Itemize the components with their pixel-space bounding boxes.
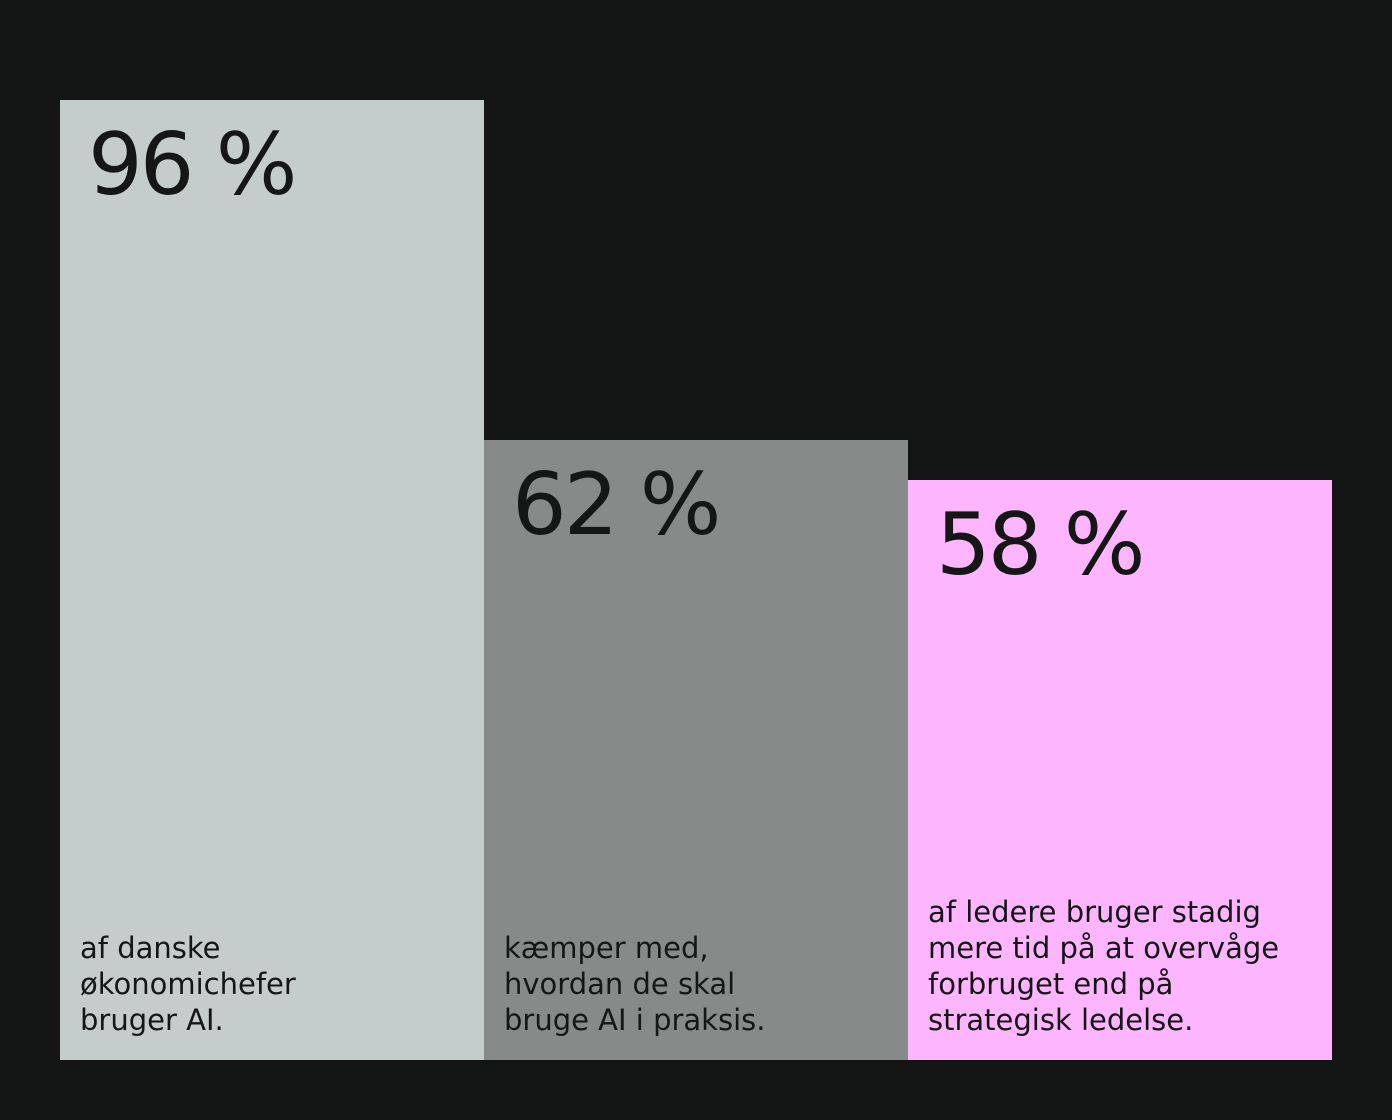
bar-caption-line: forbruget end på [928, 967, 1174, 1001]
bar-caption-line: af danske [80, 931, 221, 965]
bar-caption-line: hvordan de skal [504, 967, 736, 1001]
bar-1: 96 % af danske økonomichefer bruger AI. [60, 100, 484, 1060]
bar-caption-line: af ledere bruger stadig [928, 895, 1261, 929]
bar-value-label: 58 % [936, 495, 1145, 595]
bar-caption-line: strategisk ledelse. [928, 1003, 1194, 1037]
bar-caption-line: økonomichefer [80, 967, 296, 1001]
bar-value-label: 96 % [88, 115, 297, 215]
bar-caption: af danske økonomichefer bruger AI. [80, 930, 450, 1038]
bar-caption-line: bruger AI. [80, 1003, 224, 1037]
bar-2: 62 % kæmper med, hvordan de skal bruge AI i… [484, 440, 908, 1060]
bar-caption-line: kæmper med, [504, 931, 709, 965]
bar-caption-line: mere tid på at overvåge [928, 931, 1280, 965]
bar-caption: af ledere bruger stadig mere tid på at ov… [928, 894, 1298, 1038]
bar-caption: kæmper med, hvordan de skal bruge AI i pra… [504, 930, 874, 1038]
bar-value-label: 62 % [512, 455, 721, 555]
bar-caption-line: bruge AI i praksis. [504, 1003, 766, 1037]
bar-3: 58 % af ledere bruger stadig mere tid på a… [908, 480, 1332, 1060]
